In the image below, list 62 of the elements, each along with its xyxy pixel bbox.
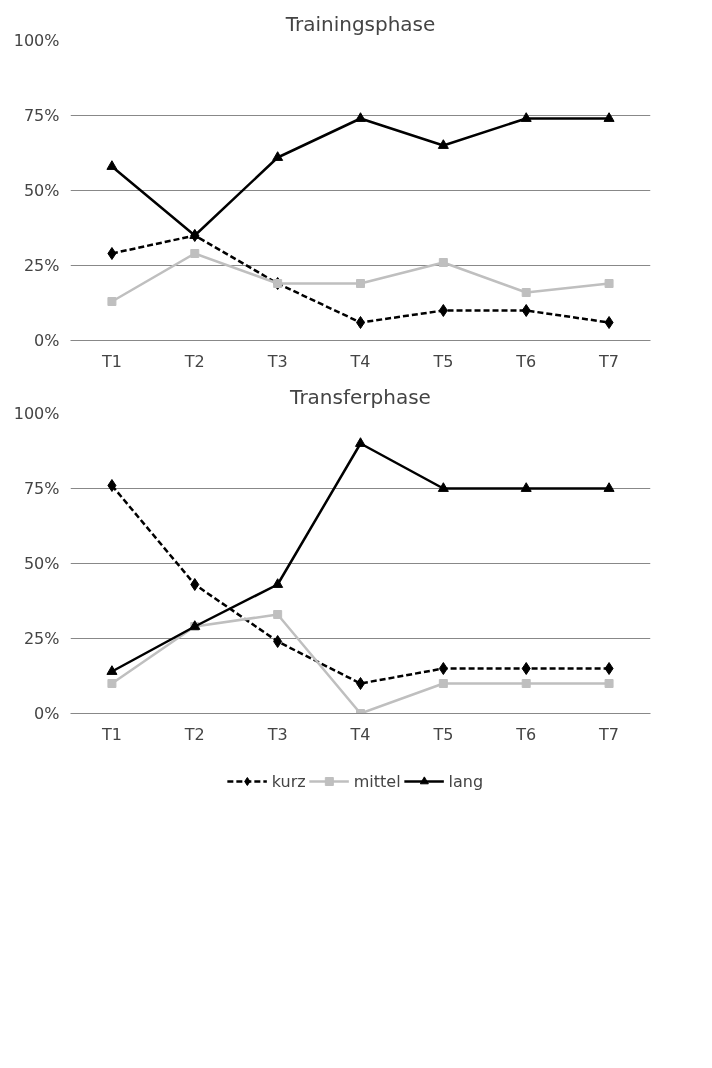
point bbox=[438, 258, 448, 267]
x-tick-label: T2 bbox=[183, 724, 205, 744]
point bbox=[520, 112, 532, 122]
x-tick-label: T4 bbox=[349, 724, 371, 744]
x-tick-label: T1 bbox=[100, 351, 122, 371]
point bbox=[521, 679, 531, 688]
point bbox=[521, 662, 531, 675]
chart-title: Trainingsphase bbox=[284, 11, 436, 36]
x-tick-label: T3 bbox=[266, 351, 288, 371]
point bbox=[356, 279, 365, 288]
point bbox=[521, 288, 531, 297]
chart-title: Transferphase bbox=[289, 384, 431, 409]
y-tick-label: 100% bbox=[13, 404, 60, 423]
point bbox=[106, 665, 118, 675]
x-tick-label: T7 bbox=[598, 724, 620, 744]
x-tick-label: T7 bbox=[598, 351, 620, 371]
y-tick-label: 75% bbox=[23, 479, 60, 498]
point bbox=[438, 304, 448, 317]
point bbox=[107, 247, 117, 260]
y-tick-label: 100% bbox=[13, 31, 60, 50]
legend-label: lang bbox=[448, 771, 484, 791]
y-tick-label: 75% bbox=[23, 106, 60, 125]
point bbox=[273, 635, 283, 648]
point bbox=[604, 316, 614, 329]
x-tick-label: T1 bbox=[100, 724, 122, 744]
point bbox=[521, 304, 531, 317]
y-tick-label: 50% bbox=[23, 181, 60, 200]
x-tick-label: T5 bbox=[432, 351, 454, 371]
x-tick-label: T4 bbox=[349, 351, 371, 371]
x-tick-label: T3 bbox=[266, 724, 288, 744]
point bbox=[520, 482, 532, 492]
legend-label: kurz bbox=[271, 771, 306, 791]
point bbox=[604, 279, 614, 288]
point bbox=[273, 610, 283, 619]
point bbox=[438, 662, 448, 675]
point bbox=[190, 249, 200, 258]
point bbox=[604, 662, 614, 675]
point bbox=[437, 482, 449, 492]
x-tick-label: T5 bbox=[432, 724, 454, 744]
y-tick-label: 0% bbox=[34, 704, 60, 723]
point bbox=[604, 679, 614, 688]
legend-label: mittel bbox=[353, 771, 401, 791]
point bbox=[438, 679, 448, 688]
y-tick-label: 25% bbox=[23, 629, 60, 648]
x-tick-label: T6 bbox=[515, 351, 537, 371]
point bbox=[355, 437, 366, 447]
point bbox=[603, 112, 615, 122]
point bbox=[107, 297, 117, 306]
y-tick-label: 25% bbox=[23, 256, 60, 275]
x-tick-label: T6 bbox=[515, 724, 537, 744]
x-tick-label: T2 bbox=[183, 351, 205, 371]
point bbox=[107, 479, 117, 492]
point bbox=[106, 160, 118, 170]
point bbox=[272, 578, 284, 588]
y-tick-label: 50% bbox=[23, 554, 60, 573]
point bbox=[190, 578, 200, 591]
point bbox=[355, 112, 366, 122]
point bbox=[603, 482, 615, 492]
point bbox=[272, 151, 284, 161]
point bbox=[107, 679, 117, 688]
y-tick-label: 0% bbox=[34, 331, 60, 350]
point bbox=[437, 139, 449, 149]
